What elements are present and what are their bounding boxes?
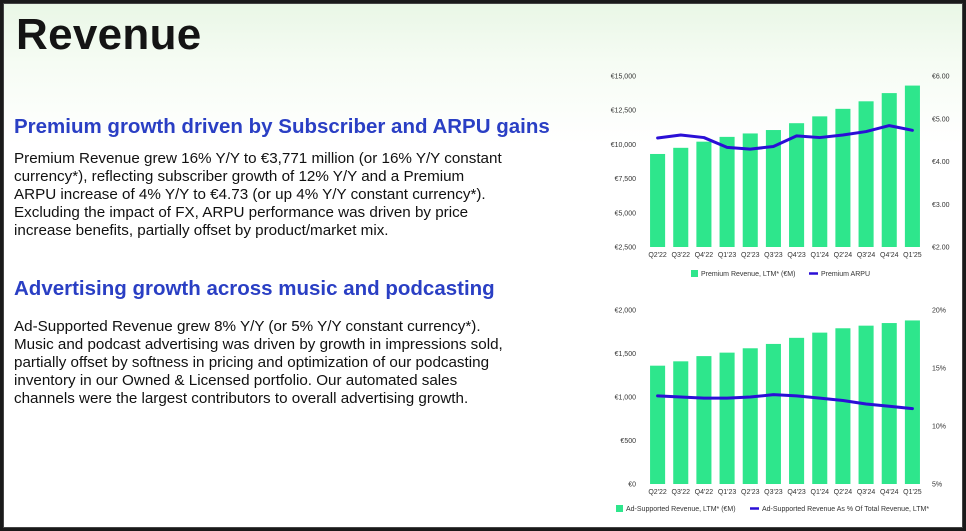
x-tick-label: Q1'25 <box>903 489 922 496</box>
x-tick-label: Q3'22 <box>672 489 691 496</box>
bar <box>835 108 851 247</box>
x-tick-label: Q1'23 <box>718 252 737 259</box>
x-tick-label: Q2'22 <box>648 252 667 259</box>
slide: Revenue Premium growth driven by Subscri… <box>3 3 963 528</box>
bar <box>904 85 920 247</box>
bar <box>789 337 805 484</box>
x-tick-label: Q4'24 <box>880 252 899 259</box>
bar <box>696 141 712 247</box>
bar <box>881 93 897 247</box>
bar <box>789 123 805 247</box>
x-tick-label: Q3'23 <box>764 489 783 496</box>
premium-line: ARPU increase of 4% Y/Y to €4.73 (or up … <box>14 186 486 203</box>
premium-chart: €2,500 €5,000 €7,500 €10,000 €12,500 €15,000 €… <box>611 74 950 279</box>
bar <box>719 136 735 247</box>
x-tick-label: Q3'24 <box>857 252 876 259</box>
x-tick-label: Q3'24 <box>857 489 876 496</box>
y-tick-label: €10,000 <box>611 142 636 149</box>
bar <box>719 352 735 484</box>
x-tick-label: Q4'22 <box>695 252 714 259</box>
x-tick-label: Q4'23 <box>787 489 806 496</box>
x-tick-label: Q2'24 <box>834 489 853 496</box>
legend-label: Premium ARPU <box>821 271 870 278</box>
bar <box>650 365 666 484</box>
legend-swatch <box>691 270 698 277</box>
y2-tick-label: €3.00 <box>932 202 950 209</box>
x-tick-label: Q1'24 <box>811 252 830 259</box>
x-tick-label: Q4'23 <box>787 252 806 259</box>
bar <box>650 153 666 247</box>
x-tick-label: Q4'22 <box>695 489 714 496</box>
x-tick-label: Q1'25 <box>903 252 922 259</box>
premium-line: Premium Revenue grew 16% Y/Y to €3,771 m… <box>14 150 502 167</box>
y2-tick-label: €2.00 <box>932 245 950 252</box>
bar <box>765 343 781 484</box>
x-tick-label: Q2'24 <box>834 252 853 259</box>
bar <box>742 348 758 484</box>
y2-tick-label: €6.00 <box>932 74 950 81</box>
y-tick-label: €0 <box>628 482 636 489</box>
x-tick-label: Q1'24 <box>811 489 830 496</box>
bar <box>812 116 828 247</box>
page-title: Revenue <box>16 10 202 59</box>
y-tick-label: €7,500 <box>615 176 637 183</box>
bar <box>904 320 920 484</box>
y2-tick-label: 10% <box>932 424 946 431</box>
y2-tick-label: 15% <box>932 366 946 373</box>
premium-line: currency*), reflecting subscriber growth… <box>14 168 465 185</box>
series-line <box>656 393 914 411</box>
premium-paragraph: Premium Revenue grew 16% Y/Y to €3,771 m… <box>14 150 574 240</box>
bar <box>696 356 712 484</box>
legend-label: Premium Revenue, LTM* (€M) <box>701 271 795 278</box>
legend-swatch <box>616 505 623 512</box>
y-tick-label: €2,000 <box>615 308 637 315</box>
advertising-paragraph: Ad-Supported Revenue grew 8% Y/Y (or 5% … <box>14 318 574 408</box>
ad-supported-chart: €0 €500 €1,000 €1,500 €2,000 5% 10% 15% 20% Q2'22… <box>615 308 946 514</box>
y2-tick-label: 20% <box>932 308 946 315</box>
premium-heading: Premium growth driven by Subscriber and … <box>14 115 550 138</box>
advertising-line: partially offset by softness in pricing … <box>14 354 490 371</box>
y-tick-label: €5,000 <box>615 210 637 217</box>
y-tick-label: €1,500 <box>615 351 637 358</box>
x-tick-label: Q4'24 <box>880 489 899 496</box>
y-tick-label: €1,000 <box>615 395 637 402</box>
x-tick-label: Q2'22 <box>648 489 667 496</box>
premium-line: increase benefits, partially offset by p… <box>14 222 389 239</box>
bar <box>742 133 758 247</box>
bar <box>765 130 781 247</box>
advertising-line: inventory in our Owned & Licensed portfo… <box>14 372 458 389</box>
y-tick-label: €12,500 <box>611 108 636 115</box>
series-line <box>656 124 914 151</box>
y-tick-label: €500 <box>620 438 636 445</box>
advertising-line: channels were the largest contributors t… <box>14 390 469 407</box>
y-tick-label: €2,500 <box>615 245 637 252</box>
y2-tick-label: €4.00 <box>932 159 950 166</box>
bar <box>673 361 689 484</box>
advertising-line: Ad-Supported Revenue grew 8% Y/Y (or 5% … <box>14 318 481 335</box>
bar <box>812 332 828 484</box>
legend-label: Ad-Supported Revenue As % Of Total Reven… <box>762 506 929 513</box>
bar <box>858 101 874 247</box>
advertising-heading: Advertising growth across music and podc… <box>14 277 495 300</box>
x-tick-label: Q3'22 <box>672 252 691 259</box>
bar <box>673 147 689 247</box>
legend-label: Ad-Supported Revenue, LTM* (€M) <box>626 506 736 513</box>
x-tick-label: Q2'23 <box>741 252 760 259</box>
y-tick-label: €15,000 <box>611 74 636 81</box>
x-tick-label: Q2'23 <box>741 489 760 496</box>
x-tick-label: Q3'23 <box>764 252 783 259</box>
bar <box>881 323 897 484</box>
y2-tick-label: 5% <box>932 482 942 489</box>
bar <box>835 328 851 484</box>
x-tick-label: Q1'23 <box>718 489 737 496</box>
y2-tick-label: €5.00 <box>932 116 950 123</box>
premium-line: Excluding the impact of FX, ARPU perform… <box>14 204 469 221</box>
advertising-line: Music and podcast advertising was driven… <box>14 336 503 353</box>
